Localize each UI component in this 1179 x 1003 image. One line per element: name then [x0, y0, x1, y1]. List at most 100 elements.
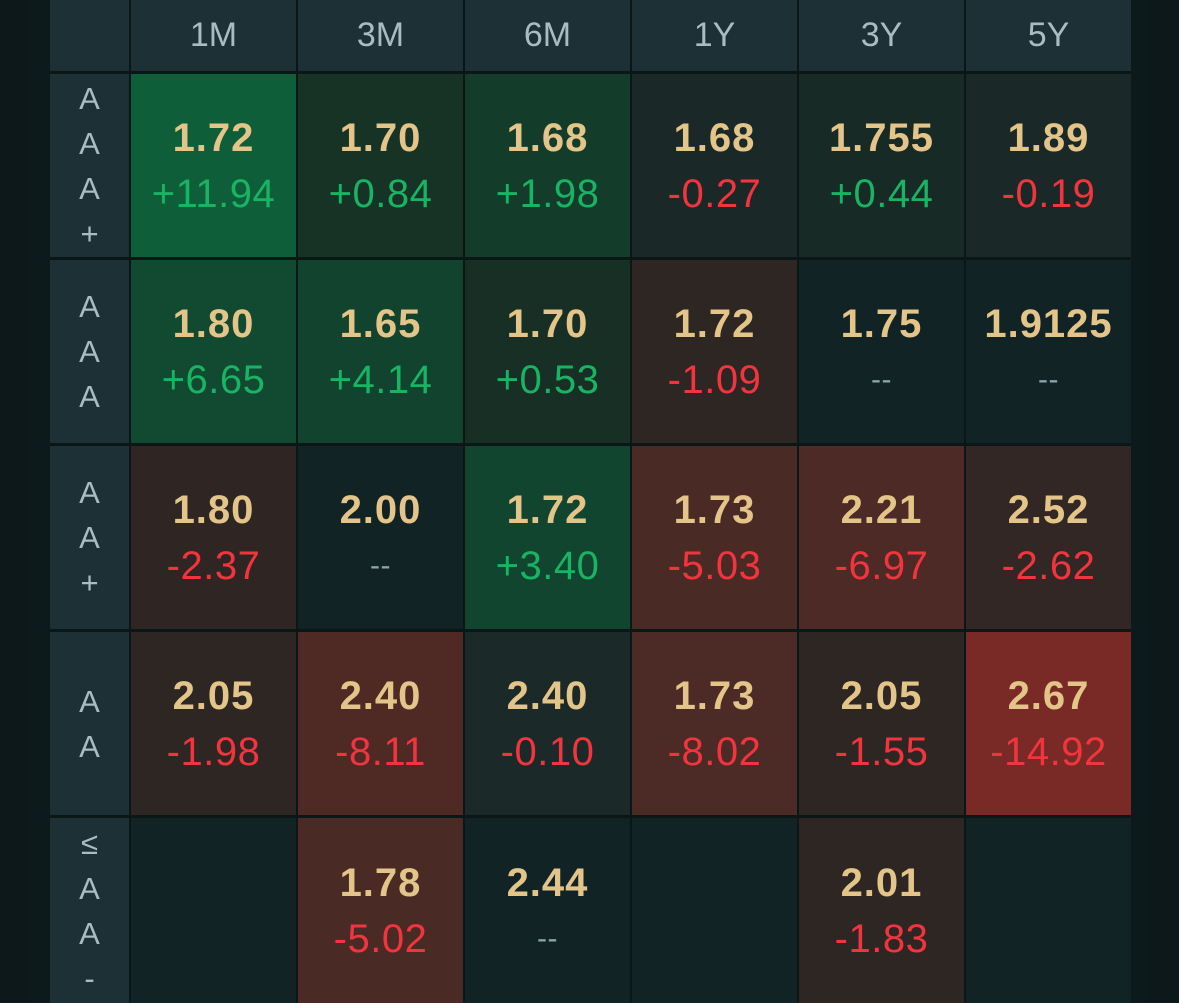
- column-header-3y[interactable]: 3Y: [799, 0, 964, 71]
- column-header-1y[interactable]: 1Y: [632, 0, 797, 71]
- row-label-char: A: [79, 125, 100, 161]
- change-value: -0.19: [1001, 171, 1096, 216]
- rate-value: 2.21: [840, 487, 923, 532]
- change-value: -8.02: [667, 729, 762, 774]
- rate-cell[interactable]: [131, 818, 296, 1003]
- rate-cell[interactable]: [632, 818, 797, 1003]
- change-value: +3.40: [495, 543, 600, 588]
- change-value: -8.11: [335, 729, 426, 774]
- row-label-char: A: [79, 475, 100, 510]
- rate-value: 1.72: [172, 115, 255, 160]
- change-value: -2.62: [1001, 543, 1096, 588]
- change-value: -5.03: [667, 543, 762, 588]
- change-value: --: [1038, 362, 1059, 396]
- change-value: +0.53: [495, 357, 600, 402]
- rate-value: 2.40: [339, 673, 422, 718]
- rate-cell[interactable]: 2.00 --: [298, 446, 463, 629]
- rate-value: 2.44: [506, 860, 589, 905]
- change-value: +0.44: [829, 171, 934, 216]
- change-value: -14.92: [990, 729, 1107, 774]
- row-label-char: +: [80, 565, 99, 600]
- column-header-3m[interactable]: 3M: [298, 0, 463, 71]
- rate-cell[interactable]: 2.40 -0.10: [465, 632, 630, 815]
- row-label-4: ≤ A A -: [50, 818, 129, 1003]
- rate-cell[interactable]: 1.73 -5.03: [632, 446, 797, 629]
- rate-value: 1.72: [673, 301, 756, 346]
- row-label-char: A: [79, 915, 100, 951]
- rate-cell[interactable]: 1.80 -2.37: [131, 446, 296, 629]
- rate-value: 1.72: [506, 487, 589, 532]
- rate-cell[interactable]: 2.67 -14.92: [966, 632, 1131, 815]
- change-value: -2.37: [166, 543, 261, 588]
- change-value: -1.55: [834, 729, 929, 774]
- rate-value: 1.70: [339, 115, 422, 160]
- row-label-char: A: [79, 683, 100, 719]
- rate-value: 2.40: [506, 673, 589, 718]
- rate-value: 1.755: [828, 115, 935, 160]
- rate-value: 2.00: [339, 487, 422, 532]
- row-label-char: A: [79, 870, 100, 906]
- rate-cell[interactable]: 1.9125 --: [966, 260, 1131, 443]
- rate-cell[interactable]: 1.89 -0.19: [966, 74, 1131, 257]
- change-value: +4.14: [328, 357, 433, 402]
- rate-cell[interactable]: 2.05 -1.55: [799, 632, 964, 815]
- change-value: +11.94: [151, 171, 276, 216]
- rate-value: 2.05: [840, 673, 923, 718]
- rate-cell[interactable]: 1.72 -1.09: [632, 260, 797, 443]
- rate-cell[interactable]: 2.44 --: [465, 818, 630, 1003]
- change-value: +1.98: [495, 171, 600, 216]
- change-value: -5.02: [333, 916, 428, 961]
- row-label-char: A: [79, 379, 100, 414]
- row-label-char: -: [84, 960, 95, 996]
- rate-cell[interactable]: 1.72 +3.40: [465, 446, 630, 629]
- rate-cell[interactable]: [966, 818, 1131, 1003]
- row-label-char: +: [80, 215, 99, 251]
- rate-value: 1.9125: [984, 301, 1113, 346]
- column-header-5y[interactable]: 5Y: [966, 0, 1131, 71]
- rate-cell[interactable]: 1.68 -0.27: [632, 74, 797, 257]
- change-value: +0.84: [328, 171, 433, 216]
- right-gutter: [1148, 0, 1179, 1002]
- rate-cell[interactable]: 1.78 -5.02: [298, 818, 463, 1003]
- row-label-char: A: [79, 728, 100, 764]
- rate-cell[interactable]: 1.72 +11.94: [131, 74, 296, 257]
- row-label-char: A: [79, 334, 100, 369]
- change-value: -6.97: [834, 543, 929, 588]
- row-label-char: A: [79, 170, 100, 206]
- row-label-char: A: [79, 80, 100, 116]
- rate-cell[interactable]: 2.52 -2.62: [966, 446, 1131, 629]
- rate-value: 1.80: [172, 301, 255, 346]
- rate-value: 1.73: [673, 487, 756, 532]
- rate-cell[interactable]: 1.73 -8.02: [632, 632, 797, 815]
- row-label-char: A: [79, 520, 100, 555]
- rate-cell[interactable]: 1.755 +0.44: [799, 74, 964, 257]
- change-value: -0.27: [667, 171, 762, 216]
- row-label-char: A: [79, 289, 100, 324]
- column-header-1m[interactable]: 1M: [131, 0, 296, 71]
- rate-cell[interactable]: 1.80 +6.65: [131, 260, 296, 443]
- row-label-char: ≤: [80, 825, 98, 861]
- rate-value: 1.80: [172, 487, 255, 532]
- rate-cell[interactable]: 1.68 +1.98: [465, 74, 630, 257]
- rate-cell[interactable]: 2.40 -8.11: [298, 632, 463, 815]
- rate-cell[interactable]: 1.70 +0.53: [465, 260, 630, 443]
- change-value: -1.09: [667, 357, 762, 402]
- rate-cell[interactable]: 1.75 --: [799, 260, 964, 443]
- rate-cell[interactable]: 2.05 -1.98: [131, 632, 296, 815]
- change-value: -0.10: [500, 729, 595, 774]
- rate-value: 1.70: [506, 301, 589, 346]
- rate-cell[interactable]: 1.65 +4.14: [298, 260, 463, 443]
- change-value: --: [537, 921, 558, 955]
- rate-value: 1.65: [339, 301, 422, 346]
- rate-value: 1.78: [339, 860, 422, 905]
- rate-cell[interactable]: 1.70 +0.84: [298, 74, 463, 257]
- rate-value: 2.67: [1007, 673, 1090, 718]
- column-header-6m[interactable]: 6M: [465, 0, 630, 71]
- rate-cell[interactable]: 2.01 -1.83: [799, 818, 964, 1003]
- rate-value: 1.68: [506, 115, 589, 160]
- grid-corner: [50, 0, 129, 71]
- rate-value: 1.73: [673, 673, 756, 718]
- rate-cell[interactable]: 2.21 -6.97: [799, 446, 964, 629]
